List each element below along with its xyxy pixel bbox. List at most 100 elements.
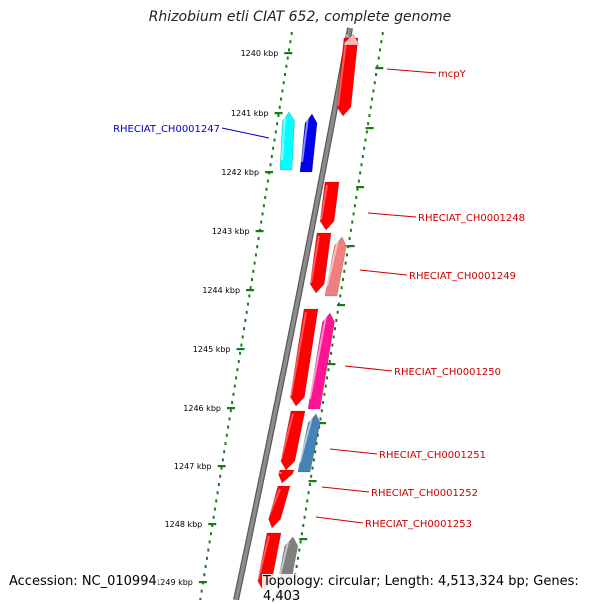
gene-labels: mcpY RHECIAT_CH0001247 RHECIAT_CH0001248 RH… (113, 68, 525, 530)
ruler-dot (256, 245, 259, 249)
ruler-major-tick (255, 230, 264, 233)
ruler-dot (330, 351, 333, 355)
gene-label-leader (386, 68, 437, 74)
gene-arrow-highlight (326, 239, 339, 287)
gene-arrow (299, 113, 318, 173)
gene-arrow (280, 410, 306, 471)
ruler-tick-label: 1245 kbp (193, 345, 231, 354)
ruler-dot (308, 483, 311, 486)
ruler-dot (327, 368, 330, 372)
ruler-dot (248, 294, 251, 298)
ruler-dot (322, 401, 325, 404)
ruler-dot (277, 114, 280, 117)
ruler-dot (241, 335, 244, 339)
gene-arrow (336, 37, 359, 117)
ruler-dot (306, 499, 309, 503)
ruler-tick-label: 1248 kbp (165, 520, 203, 529)
ruler-dot (331, 343, 334, 347)
ruler-dot (237, 360, 240, 363)
ruler-dot (343, 269, 346, 273)
ruler-dot (212, 515, 215, 519)
ruler-dot (345, 253, 348, 257)
ruler-dot (239, 351, 242, 355)
gene-track (257, 33, 359, 600)
backbone (233, 27, 353, 600)
gene-arrow-highlight (320, 184, 328, 221)
ruler-dot (361, 155, 364, 158)
ruler-dot (324, 384, 327, 388)
gene-arrow (343, 33, 359, 46)
ruler-dot (295, 565, 298, 568)
ruler-dot (373, 81, 376, 85)
ruler-dot (200, 589, 203, 593)
ruler-dot (205, 556, 208, 560)
ruler-dot (369, 105, 372, 109)
ruler-dot (217, 483, 220, 486)
ruler-dot (225, 433, 228, 437)
ruler-dot (303, 515, 306, 519)
gene-arrow-highlight (301, 116, 309, 163)
gene-arrow-highlight (309, 315, 327, 400)
ruler-dot (252, 269, 255, 273)
ruler-dot (371, 97, 374, 101)
genome-summary-text: Topology: circular; Length: 4,513,324 bp… (262, 574, 600, 604)
ruler-dot (311, 466, 314, 470)
ruler-dot (289, 40, 292, 44)
ruler-dot (224, 442, 227, 445)
gene-label-leader (359, 269, 408, 276)
ruler-major-tick (346, 245, 355, 248)
ruler-dot (282, 81, 285, 85)
ruler-dot (351, 220, 354, 224)
ruler-dot (284, 73, 287, 76)
ruler-dot (261, 212, 264, 216)
ruler-dot (340, 286, 343, 290)
ruler-dot (213, 507, 216, 511)
ruler-dot (372, 89, 375, 93)
ruler-dot (274, 130, 277, 134)
gene-label: RHECIAT_CH0001251 (379, 450, 486, 461)
ruler-dot (199, 597, 202, 600)
ruler-dot (323, 392, 326, 396)
ruler-dot (262, 204, 265, 208)
ruler-tick-label: 1240 kbp (241, 49, 279, 58)
ruler-dot (219, 474, 222, 478)
ruler-dot (296, 556, 299, 560)
ruler-major-tick (365, 127, 374, 130)
ruler: 1240 kbp 1241 kbp 1242 kbp 1243 kbp 1244 kbp… (155, 32, 384, 600)
ruler-dot (221, 458, 224, 462)
gene-label: RHECIAT_CH0001247 (113, 124, 220, 135)
ruler-dot (245, 310, 248, 314)
ruler-dot (223, 450, 226, 454)
ruler-dot (320, 409, 323, 413)
ruler-dot (300, 532, 303, 536)
gene-label-leader (321, 486, 370, 493)
ruler-dot (207, 548, 210, 552)
ruler-dot (376, 64, 379, 68)
ruler-major-tick (356, 186, 365, 189)
ruler-dot (220, 466, 223, 470)
ruler-dot (302, 524, 305, 527)
ruler-dot (380, 40, 383, 44)
ruler-dot (260, 220, 263, 224)
gene-arrow-highlight (257, 535, 270, 581)
gene-label: RHECIAT_CH0001248 (418, 213, 525, 224)
ruler-dot (364, 138, 367, 142)
ruler-dot (344, 261, 347, 265)
ruler-dot (307, 491, 310, 495)
gene-arrow-highlight (310, 235, 320, 284)
ruler-tick-label: 1249 kbp (155, 578, 193, 587)
gene-arrow-highlight (345, 34, 349, 38)
ruler-dot (357, 179, 360, 183)
gene-arrow (307, 312, 335, 410)
gene-label-leader (367, 212, 417, 218)
ruler-dot (278, 105, 281, 109)
gene-label-leader (344, 365, 393, 372)
ruler-tick-label: 1244 kbp (202, 286, 240, 295)
gene-arrow-highlight (299, 416, 313, 463)
ruler-dot (377, 56, 380, 60)
ruler-dot (353, 204, 356, 208)
ruler-dot (227, 425, 230, 429)
gene-arrow-highlight (267, 488, 281, 519)
ruler-dot (332, 335, 335, 339)
ruler-major-tick (308, 480, 317, 483)
